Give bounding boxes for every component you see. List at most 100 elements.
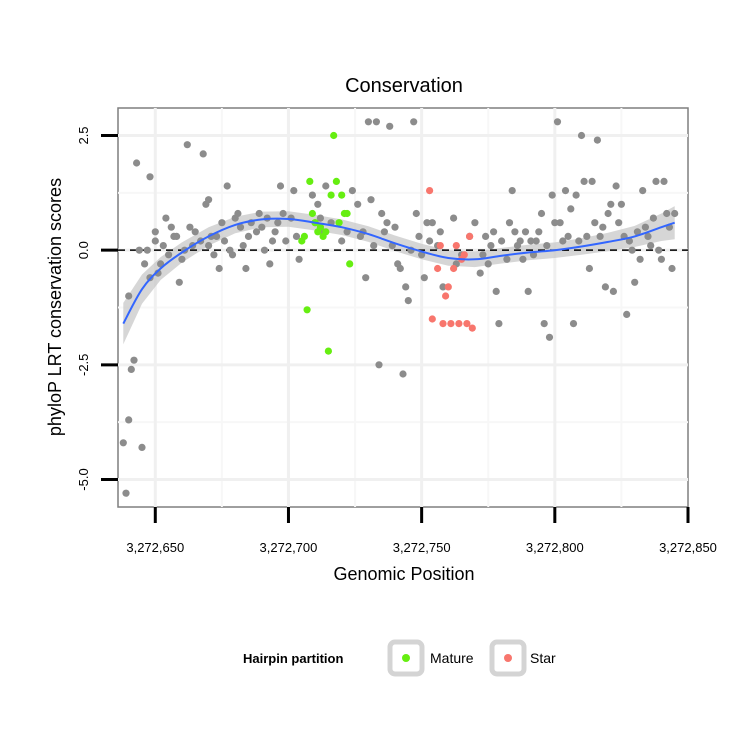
grid-lines: [118, 108, 688, 507]
data-point-other: [649, 214, 658, 222]
legend-marker-mature: [402, 654, 410, 662]
data-point-mature: [343, 209, 351, 218]
data-point-other: [663, 209, 671, 218]
data-point-other: [279, 209, 287, 218]
data-point-other: [236, 223, 245, 231]
data-point-other: [521, 228, 530, 236]
y-tick-label: 0.0: [76, 241, 91, 259]
y-tick-label: -5.0: [76, 468, 91, 490]
data-point-other: [599, 223, 607, 231]
data-point-other: [215, 264, 223, 273]
data-point-star: [428, 315, 436, 323]
data-point-star: [460, 251, 468, 259]
data-point-star: [452, 242, 460, 250]
legend-item-star: Star: [489, 639, 556, 677]
data-point-other: [644, 232, 652, 240]
data-point-other: [495, 320, 503, 328]
data-point-other: [553, 118, 562, 126]
data-point-other: [505, 219, 514, 227]
data-point-other: [402, 283, 410, 291]
data-point-other: [601, 283, 610, 291]
data-point-mature: [324, 347, 332, 355]
data-point-other: [258, 223, 266, 231]
data-point-other: [492, 287, 500, 295]
data-point-other: [647, 242, 655, 250]
data-point-star: [455, 320, 463, 328]
data-point-other: [575, 237, 583, 245]
data-point-other: [439, 283, 447, 291]
data-point-other: [593, 136, 602, 144]
data-point-other: [151, 228, 159, 236]
data-point-other: [508, 187, 516, 195]
data-point-other: [151, 237, 159, 245]
data-point-other: [127, 365, 135, 373]
data-point-other: [125, 292, 133, 300]
data-point-other: [412, 209, 420, 218]
data-point-other: [588, 177, 596, 185]
data-point-other: [490, 228, 498, 236]
data-point-other: [362, 274, 370, 282]
data-point-other: [479, 251, 487, 259]
data-point-other: [556, 219, 564, 227]
data-point-other: [410, 118, 418, 126]
data-point-other: [660, 177, 668, 185]
data-point-other: [242, 264, 250, 273]
data-point-other: [540, 320, 548, 328]
data-point-other: [141, 260, 149, 268]
data-point-other: [482, 232, 490, 240]
x-tick-label: 3,272,650: [126, 540, 184, 555]
data-point-other: [364, 118, 372, 126]
data-point-other: [655, 246, 663, 254]
data-point-other: [125, 416, 133, 424]
data-point-other: [625, 237, 634, 245]
data-point-other: [532, 237, 540, 245]
data-point-star: [468, 324, 476, 332]
legend-item-mature: Mature: [387, 639, 474, 677]
data-point-other: [545, 333, 554, 341]
data-point-other: [205, 242, 213, 250]
data-point-other: [668, 264, 676, 273]
data-point-mature: [327, 191, 335, 199]
data-point-other: [244, 232, 253, 240]
data-points: [119, 118, 679, 497]
data-point-other: [380, 228, 388, 236]
data-point-other: [604, 209, 612, 218]
data-point-other: [146, 173, 154, 181]
data-point-star: [436, 242, 444, 250]
data-point-other: [383, 219, 391, 227]
data-point-other: [569, 320, 578, 328]
data-point-other: [354, 200, 362, 208]
data-point-other: [503, 255, 511, 263]
data-point-other: [239, 242, 247, 250]
data-point-other: [370, 242, 378, 250]
data-point-star: [463, 320, 471, 328]
data-point-other: [561, 187, 570, 195]
data-point-other: [130, 356, 138, 364]
data-point-other: [617, 200, 626, 208]
data-point-other: [228, 251, 237, 259]
data-point-other: [252, 228, 261, 236]
data-point-other: [135, 246, 143, 254]
data-point-other: [274, 219, 282, 227]
data-point-other: [524, 287, 532, 295]
x-tick-label: 3,272,850: [659, 540, 717, 555]
y-axis: 2.5 0.0 -2.5 -5.0: [76, 126, 118, 491]
data-point-other: [471, 219, 479, 227]
data-point-other: [316, 214, 324, 222]
data-point-other: [218, 219, 226, 227]
data-point-star: [466, 232, 474, 240]
data-point-other: [276, 182, 285, 190]
data-point-other: [372, 118, 380, 126]
data-point-other: [636, 255, 644, 263]
data-point-other: [567, 205, 575, 213]
data-point-other: [165, 251, 173, 259]
x-axis-title: Genomic Position: [333, 564, 474, 584]
data-point-other: [178, 255, 186, 263]
data-point-other: [386, 122, 394, 130]
smooth-fit-line: [122, 217, 676, 325]
data-point-other: [423, 219, 431, 227]
data-point-other: [292, 232, 301, 240]
data-point-other: [639, 187, 647, 195]
data-point-other: [378, 209, 386, 218]
data-point-other: [484, 260, 492, 268]
